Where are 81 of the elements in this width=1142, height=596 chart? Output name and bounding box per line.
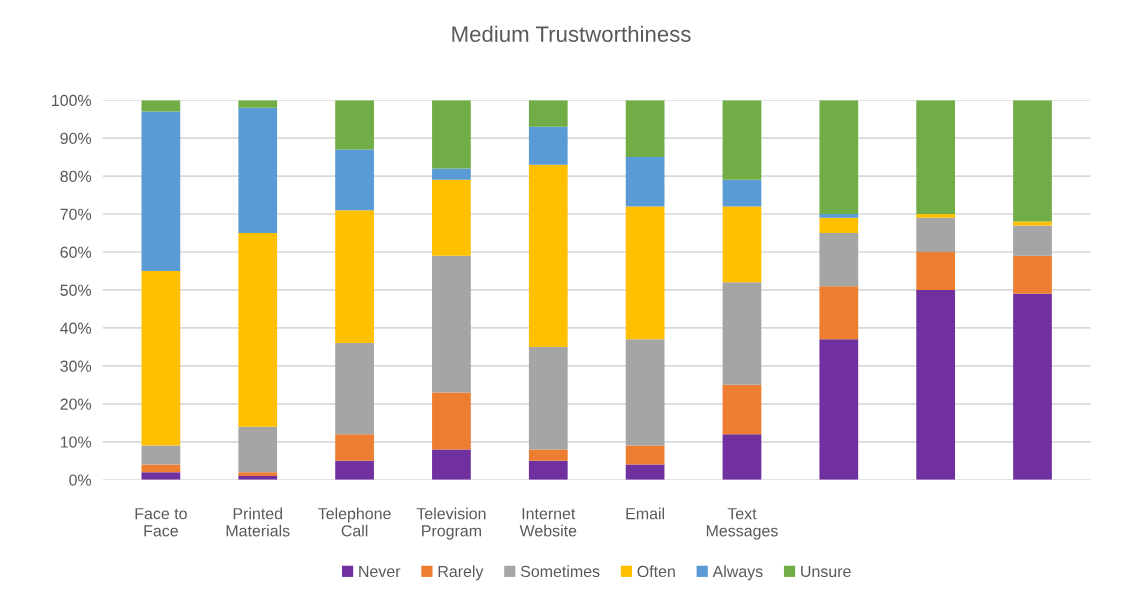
bar (432, 179, 471, 256)
bar (335, 343, 374, 435)
legend-label: Rarely (438, 565, 484, 581)
y-tick-label: 30% (60, 360, 92, 372)
bar (528, 449, 568, 461)
bar (335, 149, 374, 211)
bar (916, 214, 956, 218)
bar (432, 255, 471, 393)
bar (238, 100, 278, 108)
bar (141, 445, 181, 465)
bar (335, 210, 374, 344)
bar (722, 282, 762, 385)
bar (335, 460, 374, 480)
bar (141, 472, 181, 480)
x-tick-label: Internet Website (519, 508, 577, 537)
bar (141, 464, 181, 473)
bar (819, 214, 859, 218)
bar (141, 111, 181, 271)
bar (528, 126, 568, 165)
bar (528, 164, 568, 347)
legend-label: Always (712, 565, 763, 581)
bar (625, 157, 665, 207)
y-tick-label: 80% (60, 170, 92, 182)
bar (722, 384, 762, 435)
bar (625, 464, 665, 480)
bar (722, 179, 762, 207)
bar (432, 449, 471, 480)
y-tick-label: 0% (69, 474, 92, 486)
x-tick-label: Printed Materials (226, 507, 290, 537)
y-tick-label: 60% (60, 246, 92, 258)
x-tick-label: Text Messages (706, 508, 778, 540)
legend-label: Unsure (801, 565, 851, 578)
bar (238, 233, 278, 427)
bar (916, 251, 956, 290)
bar (819, 286, 859, 340)
bar (528, 346, 568, 450)
x-tick-label: Email (626, 507, 665, 520)
bar (819, 100, 859, 215)
bar (819, 233, 859, 287)
bar (722, 434, 762, 480)
bar (528, 100, 568, 127)
legend-label: Never (359, 565, 401, 578)
bar (625, 339, 665, 446)
bar (916, 217, 956, 252)
bar (432, 168, 471, 180)
chart-title: Medium Trustworthiness (452, 25, 691, 42)
bar (916, 100, 956, 215)
bar (1013, 255, 1052, 294)
y-tick-label: 100% (52, 94, 92, 107)
legend-label: Often (637, 565, 675, 578)
bar (625, 100, 665, 158)
bar (335, 434, 374, 461)
bar (722, 100, 762, 180)
bar (722, 206, 762, 283)
bar (819, 339, 859, 480)
y-tick-label: 90% (60, 132, 92, 145)
bar (432, 392, 471, 450)
bar (625, 445, 665, 465)
bar (819, 217, 859, 234)
bar (432, 100, 471, 169)
bar (1013, 293, 1052, 480)
bar (238, 107, 278, 234)
bar (1013, 225, 1052, 256)
x-tick-label: Face to Face (135, 508, 187, 537)
bar (916, 289, 956, 480)
bar (335, 100, 374, 150)
y-tick-label: 40% (60, 322, 92, 334)
legend-label: Sometimes (520, 565, 600, 578)
bar (238, 472, 278, 476)
y-tick-label: 50% (60, 284, 92, 296)
y-tick-label: 20% (60, 398, 92, 410)
x-tick-label: Television Program (416, 507, 486, 540)
bar (238, 426, 278, 473)
y-tick-label: 10% (60, 436, 92, 448)
bar (141, 270, 181, 446)
x-tick-label: Telephone Call (318, 507, 391, 537)
bar (1013, 100, 1052, 222)
bar (625, 206, 665, 340)
bar (528, 460, 568, 480)
bar (141, 100, 181, 112)
y-tick-label: 70% (60, 208, 92, 220)
